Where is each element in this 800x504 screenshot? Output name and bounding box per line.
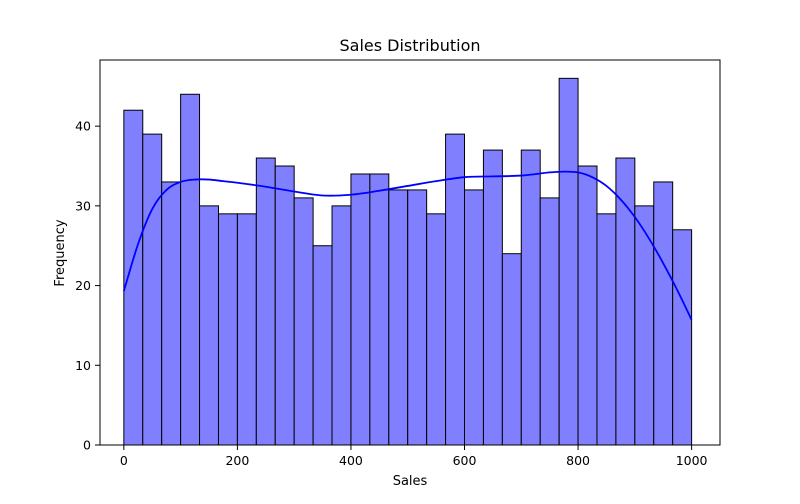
histogram-bar <box>331 205 352 446</box>
plot-frame <box>99 59 721 446</box>
x-tick-label: 600 <box>453 453 477 468</box>
histogram-bar <box>520 149 541 446</box>
x-axis-label: Sales <box>393 474 428 489</box>
histogram-bar <box>369 173 390 446</box>
y-tick-label: 10 <box>75 358 91 373</box>
histogram-bar <box>142 133 163 446</box>
y-tick-label: 20 <box>75 278 91 293</box>
histogram-bar <box>501 253 522 446</box>
bars-group <box>123 77 693 446</box>
histogram-bar <box>255 157 276 446</box>
histogram-bar <box>464 189 484 446</box>
histogram-bar <box>236 213 257 446</box>
y-tick-label: 0 <box>83 438 91 453</box>
histogram-bar <box>312 245 333 446</box>
histogram-bar <box>426 213 447 446</box>
y-tick-label: 40 <box>75 119 91 134</box>
histogram-bar <box>350 173 371 446</box>
histogram-bar <box>672 229 693 446</box>
histogram-bar <box>161 181 182 446</box>
histogram-bar <box>653 181 674 446</box>
kde-line <box>122 170 693 321</box>
histogram-bar <box>217 213 238 446</box>
x-tick-label: 1000 <box>676 453 708 468</box>
histogram-bar <box>596 213 617 446</box>
x-tick-label: 200 <box>225 453 249 468</box>
x-tick-label: 800 <box>566 453 590 468</box>
y-tick-label: 30 <box>75 198 91 213</box>
histogram-bar <box>123 109 144 446</box>
x-axis: 0 200 400 600 800 1000 <box>120 445 708 468</box>
y-axis-label: Frequency <box>53 219 68 286</box>
x-tick-label: 400 <box>339 453 363 468</box>
histogram-bar <box>445 133 466 446</box>
histogram-bar <box>388 189 409 446</box>
histogram-bar <box>577 165 598 446</box>
histogram-bar <box>615 157 636 446</box>
histogram-bar <box>274 165 295 446</box>
y-axis: 0 10 20 30 40 <box>75 119 100 453</box>
histogram-bar <box>180 93 201 446</box>
histogram-bar <box>482 149 503 446</box>
chart-title: Sales Distribution <box>339 36 480 55</box>
histogram-bar <box>199 205 219 446</box>
histogram-bar <box>558 77 579 446</box>
histogram-bar <box>539 197 560 446</box>
histogram-bar <box>407 189 428 446</box>
histogram-bar <box>293 197 314 446</box>
x-tick-label: 0 <box>120 453 128 468</box>
